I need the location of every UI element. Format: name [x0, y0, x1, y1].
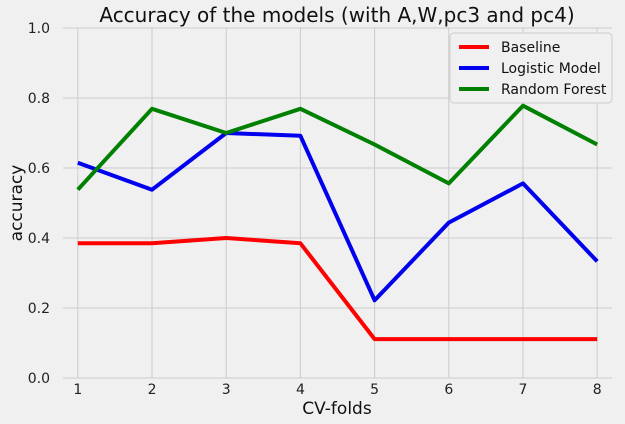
- y-tick-labels: 0.0 0.2 0.4 0.6 0.8 1.0: [28, 21, 50, 387]
- chart-title: Accuracy of the models (with A,W,pc3 and…: [99, 3, 574, 27]
- x-tick-label: 5: [370, 382, 379, 398]
- y-tick-label: 0.6: [28, 161, 50, 177]
- y-axis-title: accuracy: [7, 165, 27, 242]
- legend-label-random-forest: Random Forest: [501, 82, 607, 98]
- legend-label-baseline: Baseline: [501, 40, 560, 56]
- series-line-random-forest: [76, 103, 599, 192]
- x-tick-labels: 1 2 3 4 5 6 7 8: [73, 382, 601, 398]
- x-tick-label: 2: [148, 382, 157, 398]
- y-tick-label: 0.8: [28, 91, 50, 107]
- series-line-baseline: [77, 236, 598, 342]
- legend-box: [449, 32, 613, 104]
- series-lines: [76, 103, 599, 342]
- legend-label-logistic-model: Logistic Model: [501, 61, 601, 77]
- x-tick-label: 8: [593, 382, 602, 398]
- x-tick-label: 6: [444, 382, 453, 398]
- series-line-logistic-model: [77, 131, 599, 303]
- y-tick-label: 1.0: [28, 21, 50, 37]
- y-tick-label: 0.4: [28, 231, 50, 247]
- x-tick-label: 3: [222, 382, 231, 398]
- y-tick-label: 0.2: [28, 301, 50, 317]
- x-tick-label: 7: [519, 382, 528, 398]
- x-tick-label: 1: [73, 382, 82, 398]
- x-axis-title: CV-folds: [302, 399, 372, 419]
- legend: Baseline Logistic Model Random Forest: [449, 32, 613, 104]
- y-tick-label: 0.0: [28, 371, 50, 387]
- x-tick-label: 4: [296, 382, 305, 398]
